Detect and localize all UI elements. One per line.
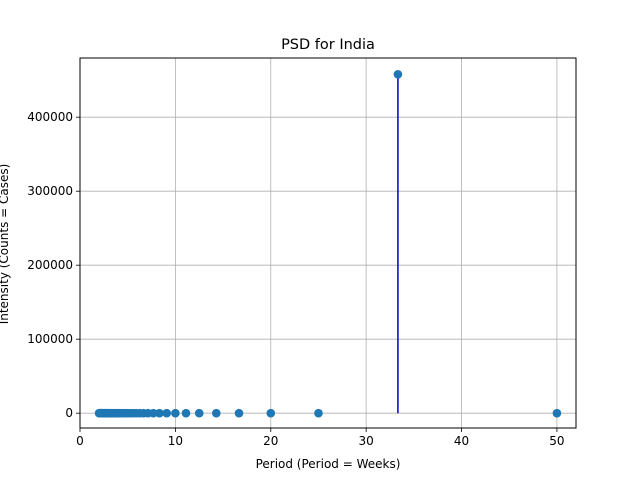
tick-layer: 0 10 20 30 40 50 0 100000 200000 300000 400000 xyxy=(27,110,564,448)
chart-title: PSD for India xyxy=(281,37,375,53)
x-tick-label: 20 xyxy=(263,434,278,448)
data-point xyxy=(94,408,104,418)
data-point xyxy=(181,408,191,418)
y-tick-label: 0 xyxy=(65,406,73,420)
data-point xyxy=(552,408,562,418)
x-tick-label: 50 xyxy=(549,434,564,448)
data-point xyxy=(194,408,204,418)
data-point xyxy=(155,408,164,418)
y-tick-label: 300000 xyxy=(27,184,73,198)
y-tick-label: 200000 xyxy=(27,258,73,272)
data-point xyxy=(314,408,323,418)
x-axis-label: Period (Period = Weeks) xyxy=(256,457,401,471)
x-tick-label: 10 xyxy=(168,434,183,448)
data-point xyxy=(162,408,172,418)
data-point xyxy=(393,69,403,79)
x-tick-label: 0 xyxy=(76,434,84,448)
y-tick-label: 100000 xyxy=(27,332,73,346)
x-tick-label: 40 xyxy=(454,434,469,448)
data-point xyxy=(234,408,244,418)
data-point xyxy=(266,408,276,418)
data-point xyxy=(171,408,180,418)
plot-frame xyxy=(79,57,577,429)
data-point xyxy=(212,408,221,418)
y-tick-label: 400000 xyxy=(27,110,73,124)
y-axis-label: Intensity (Counts = Cases) xyxy=(0,164,11,325)
point-layer xyxy=(94,69,562,418)
x-tick-label: 30 xyxy=(359,434,374,448)
